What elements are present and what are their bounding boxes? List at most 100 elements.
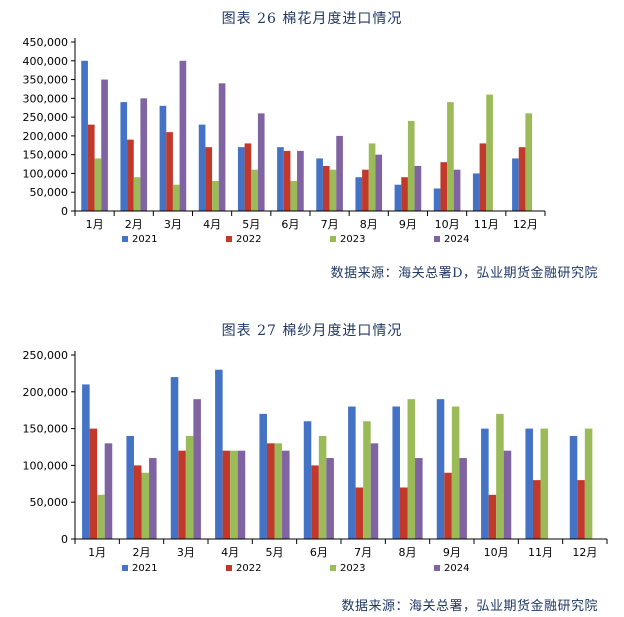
- bar-2024-8月: [375, 154, 383, 211]
- y-tick-label: 100,000: [23, 459, 69, 472]
- legend-swatch-2021: [122, 236, 128, 242]
- bar-2024-6月: [297, 150, 304, 211]
- bar-2023-1月: [94, 158, 102, 211]
- bar-2023-7月: [329, 169, 337, 211]
- legend-label-2024: 2024: [444, 234, 469, 245]
- bar-2023-6月: [290, 180, 298, 211]
- x-tick-label: 7月: [321, 218, 339, 231]
- bar-2022-1月: [87, 124, 95, 211]
- bar-2021-12月: [512, 158, 519, 211]
- bar-2023-1月: [97, 494, 105, 539]
- bar-2023-10月: [447, 102, 454, 211]
- bar-2024-9月: [414, 165, 422, 211]
- bar-2023-11月: [540, 428, 549, 539]
- legend-swatch-2022: [226, 565, 232, 571]
- bar-2023-9月: [451, 406, 460, 539]
- x-tick-label: 9月: [443, 546, 461, 559]
- x-tick-label: 12月: [572, 546, 597, 559]
- legend-swatch-2023: [330, 236, 336, 242]
- bar-2021-5月: [237, 147, 245, 211]
- bar-2022-7月: [355, 487, 364, 539]
- legend-label-2023: 2023: [340, 234, 365, 245]
- bar-2024-7月: [336, 135, 343, 211]
- bar-2024-1月: [101, 79, 108, 211]
- bar-2024-4月: [218, 83, 226, 211]
- bar-2021-3月: [170, 377, 179, 539]
- bar-2024-6月: [326, 458, 334, 539]
- legend-swatch-2023: [330, 565, 336, 571]
- bar-2021-2月: [120, 102, 128, 211]
- bar-2023-4月: [212, 180, 219, 211]
- x-tick-label: 10月: [484, 546, 509, 559]
- y-tick-label: 200,000: [23, 130, 69, 143]
- bar-2022-9月: [444, 472, 452, 539]
- legend-label-2023: 2023: [340, 563, 365, 574]
- y-tick-label: 100,000: [23, 167, 69, 180]
- bar-2022-12月: [518, 147, 526, 211]
- bar-2021-9月: [394, 184, 402, 211]
- bar-2022-6月: [311, 465, 319, 539]
- legend-label-2022: 2022: [236, 234, 261, 245]
- x-tick-label: 3月: [177, 546, 195, 559]
- y-tick-label: 300,000: [23, 92, 69, 105]
- legend-label-2021: 2021: [132, 234, 157, 245]
- x-tick-label: 1月: [88, 546, 106, 559]
- yarn-import-chart: 0 50,000 100,000 150,000 200,000 250,000 1月 2月 3…: [23, 349, 608, 574]
- bar-2021-4月: [215, 369, 223, 539]
- bar-2021-12月: [569, 435, 578, 539]
- bar-2023-8月: [368, 143, 376, 211]
- x-tick-label: 1月: [86, 218, 104, 231]
- bar-2021-4月: [198, 124, 206, 211]
- bar-2021-6月: [277, 147, 284, 211]
- bar-2022-5月: [244, 143, 252, 211]
- bar-2023-4月: [230, 450, 238, 539]
- x-tick-label: 5月: [266, 546, 284, 559]
- bar-2022-3月: [166, 132, 173, 211]
- bar-2021-9月: [436, 399, 445, 539]
- bar-2021-7月: [316, 158, 323, 211]
- bar-2023-7月: [363, 421, 371, 539]
- bar-2022-11月: [532, 480, 541, 539]
- bar-2024-10月: [453, 169, 461, 211]
- bar-2024-1月: [104, 443, 113, 539]
- legend-swatch-2021: [122, 565, 128, 571]
- x-tick-label: 8月: [360, 218, 378, 231]
- x-tick-label: 11月: [474, 218, 499, 231]
- x-tick-label: 7月: [354, 546, 372, 559]
- chart-title-cotton: 图表 26 棉花月度进口情况: [221, 11, 403, 27]
- legend-label-2022: 2022: [236, 563, 261, 574]
- x-tick-label: 6月: [310, 546, 328, 559]
- bar-2022-8月: [399, 487, 408, 539]
- x-tick-label: 2月: [125, 218, 143, 231]
- bar-2023-9月: [407, 120, 415, 211]
- bar-2024-8月: [415, 458, 423, 539]
- bar-2023-11月: [486, 94, 493, 211]
- bar-2022-4月: [205, 147, 213, 211]
- legend-label-2024: 2024: [444, 563, 469, 574]
- y-tick-label: 50,000: [30, 186, 69, 199]
- bar-2021-1月: [82, 384, 90, 539]
- bar-2024-3月: [179, 60, 187, 212]
- bar-2022-11月: [479, 143, 487, 211]
- bar-2024-10月: [503, 450, 512, 539]
- y-tick-label: 350,000: [23, 74, 69, 87]
- chart-title-yarn: 图表 27 棉纱月度进口情况: [221, 323, 403, 339]
- bar-2022-5月: [266, 443, 275, 539]
- bar-2021-10月: [433, 188, 441, 211]
- bar-2022-2月: [127, 139, 134, 211]
- bar-2021-11月: [525, 428, 533, 539]
- bar-2022-9月: [401, 177, 408, 211]
- bar-2022-2月: [133, 465, 142, 539]
- bar-2021-6月: [303, 421, 312, 539]
- bar-2024-4月: [237, 450, 246, 539]
- x-tick-label: 6月: [281, 218, 299, 231]
- bar-2021-10月: [481, 428, 489, 539]
- y-tick-label: 50,000: [30, 496, 69, 509]
- bar-2023-2月: [141, 472, 150, 539]
- bar-2023-10月: [496, 413, 504, 539]
- x-tick-label: 4月: [203, 218, 221, 231]
- source-note-cotton: 数据来源：海关总署D，弘业期货金融研究院: [330, 266, 598, 281]
- y-tick-label: 0: [61, 205, 68, 218]
- bar-2021-5月: [259, 413, 267, 539]
